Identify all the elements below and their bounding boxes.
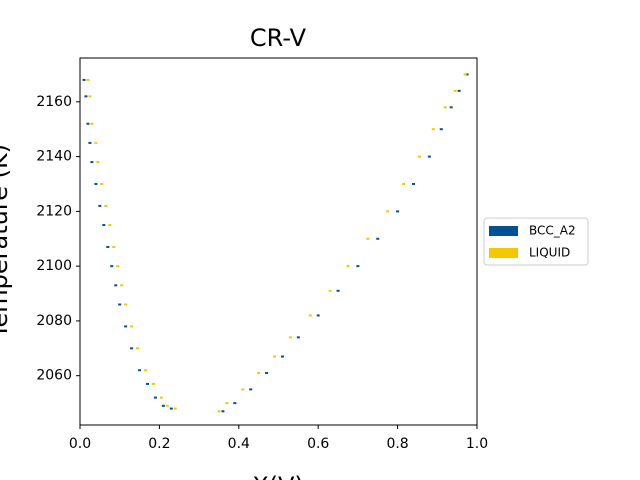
chart-title: CR-V	[250, 24, 307, 52]
point	[386, 210, 390, 213]
point	[124, 303, 128, 306]
point	[308, 314, 312, 317]
point	[86, 78, 90, 81]
point	[217, 410, 221, 413]
point	[159, 396, 163, 399]
y-tick-label: 2120	[36, 203, 72, 219]
point	[280, 355, 284, 358]
point	[396, 210, 400, 213]
point	[161, 404, 165, 407]
point	[98, 204, 102, 207]
point	[225, 402, 229, 405]
point	[265, 371, 269, 374]
point	[233, 402, 237, 405]
point	[114, 284, 118, 287]
point	[130, 325, 134, 328]
point	[173, 407, 177, 410]
point	[328, 289, 332, 292]
point	[296, 336, 300, 339]
point	[120, 284, 124, 287]
point	[138, 369, 142, 372]
y-axis-label: Temperature (K)	[0, 144, 13, 339]
plot-frame	[79, 57, 478, 426]
x-tick-label: 0.8	[386, 436, 408, 452]
point	[336, 289, 340, 292]
point	[94, 182, 98, 185]
point	[94, 141, 98, 144]
point	[153, 396, 157, 399]
point	[90, 122, 94, 125]
point	[90, 161, 94, 164]
point	[273, 355, 277, 358]
point	[443, 106, 447, 109]
point	[402, 182, 406, 185]
y-tick-label: 2060	[36, 368, 72, 384]
x-tick-label: 0.0	[69, 436, 91, 452]
point	[108, 224, 112, 227]
y-tick-label: 2160	[36, 94, 72, 110]
legend-swatch	[489, 226, 518, 236]
point	[427, 155, 431, 158]
legend-label: BCC_A2	[529, 224, 576, 238]
point	[136, 347, 140, 350]
point	[221, 410, 225, 413]
point	[104, 204, 108, 207]
y-tick-label: 2080	[36, 313, 72, 329]
point	[356, 265, 360, 268]
y-tick-label: 2100	[36, 258, 72, 274]
point	[102, 224, 106, 227]
point	[169, 407, 173, 410]
point	[465, 73, 469, 76]
point	[118, 303, 122, 306]
point	[106, 245, 110, 248]
point	[431, 128, 435, 131]
point	[96, 161, 100, 164]
point	[124, 325, 128, 328]
point	[112, 245, 116, 248]
point	[449, 106, 453, 109]
point	[346, 265, 350, 268]
point	[257, 371, 261, 374]
x-tick-label: 0.4	[228, 436, 250, 452]
x-tick-label: 0.6	[307, 436, 329, 452]
point	[417, 155, 421, 158]
legend-label: LIQUID	[529, 246, 570, 260]
point	[453, 89, 457, 92]
point	[411, 182, 415, 185]
y-tick-label: 2140	[36, 149, 72, 165]
x-axis-label: X(V)	[252, 472, 304, 480]
point	[463, 73, 467, 76]
point	[88, 141, 92, 144]
point	[316, 314, 320, 317]
legend-swatch	[489, 248, 518, 258]
point	[249, 388, 253, 391]
point	[439, 128, 443, 131]
point	[151, 382, 155, 385]
point	[376, 237, 380, 240]
x-tick-label: 0.2	[148, 436, 170, 452]
point	[100, 182, 104, 185]
point	[144, 369, 148, 372]
point	[288, 336, 292, 339]
point	[82, 78, 86, 81]
point	[86, 122, 90, 125]
point	[116, 265, 120, 268]
point	[366, 237, 370, 240]
point	[241, 388, 245, 391]
point	[88, 95, 92, 98]
point	[457, 89, 461, 92]
point	[84, 95, 88, 98]
x-tick-label: 1.0	[466, 436, 488, 452]
point	[110, 265, 114, 268]
point	[130, 347, 134, 350]
point	[165, 404, 169, 407]
point	[145, 382, 149, 385]
